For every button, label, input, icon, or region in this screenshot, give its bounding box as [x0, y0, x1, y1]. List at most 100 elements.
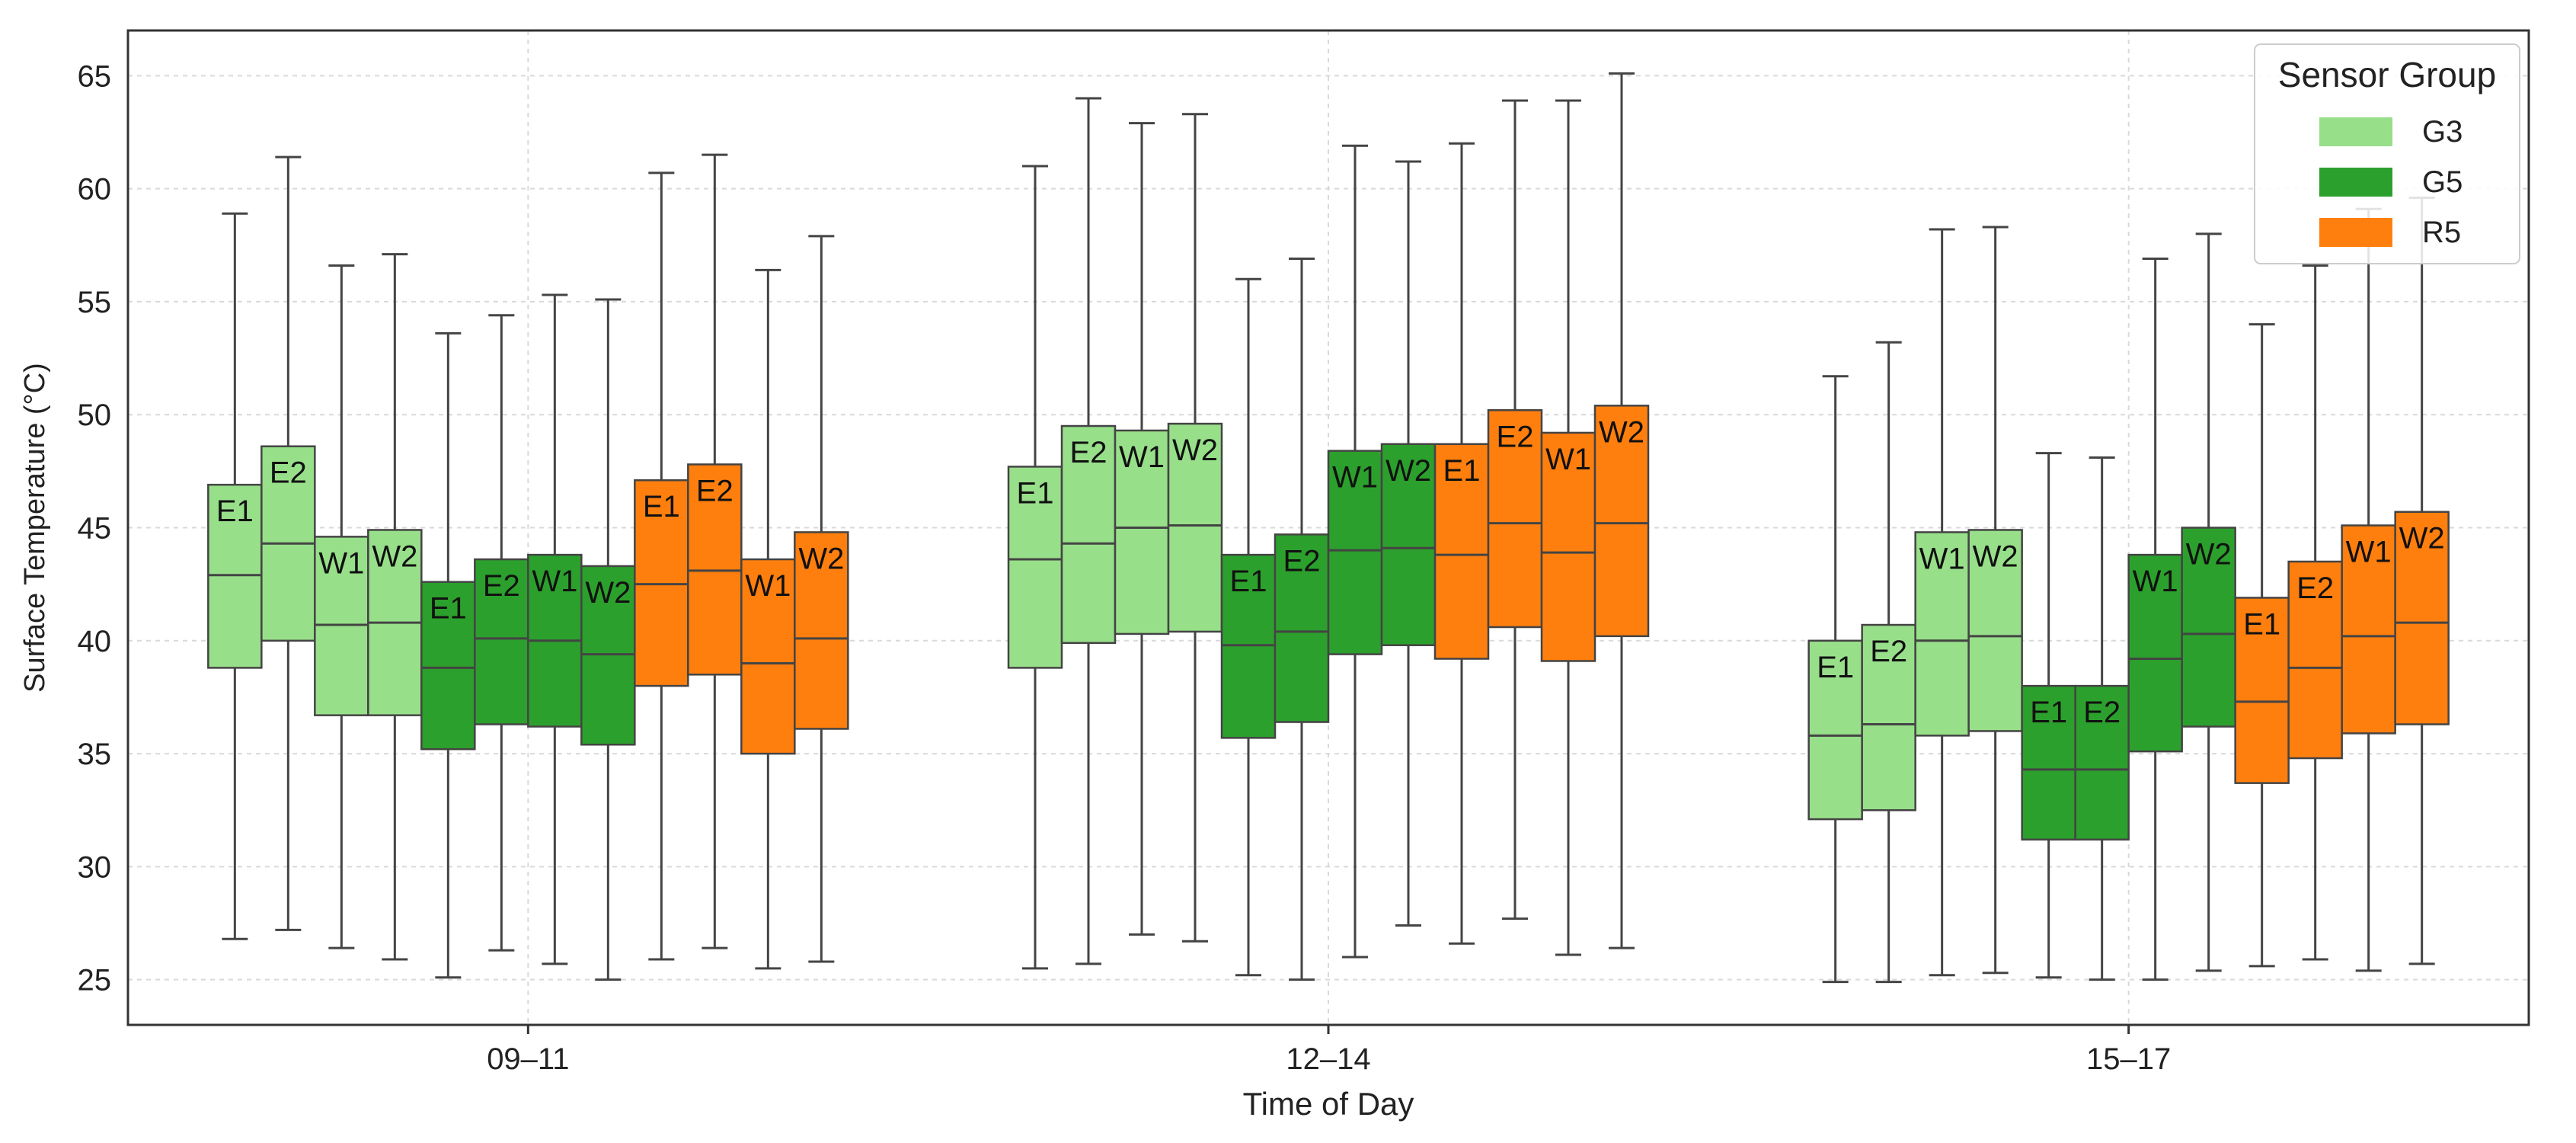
- box-09–11-G3-E2[interactable]: E2: [260, 155, 316, 931]
- legend-label: R5: [2422, 216, 2461, 249]
- box-12–14-R5-W1[interactable]: W1: [1540, 99, 1596, 956]
- legend-item-g5[interactable]: G5: [2319, 165, 2463, 199]
- box-12–14-G3-E2[interactable]: E2: [1060, 97, 1117, 965]
- box-label: E1: [1230, 565, 1267, 598]
- box-09–11-G5-W2[interactable]: W2: [580, 298, 636, 981]
- box-label: W1: [745, 569, 791, 603]
- box-label: E1: [2243, 607, 2280, 641]
- box-09–11-G3-E1[interactable]: E1: [207, 212, 263, 940]
- y-axis-label: Surface Temperature (°C): [19, 363, 51, 693]
- iqr-box: [1274, 533, 1330, 723]
- box-12–14-G5-E1[interactable]: E1: [1220, 277, 1277, 977]
- y-tick-label: 25: [78, 964, 112, 997]
- box-label: E2: [696, 474, 733, 507]
- box-12–14-G5-E2[interactable]: E2: [1274, 258, 1330, 981]
- x-axis-label: Time of Day: [1243, 1086, 1414, 1122]
- iqr-box: [474, 558, 529, 725]
- box-label: W2: [372, 539, 417, 573]
- box-label: W1: [1545, 443, 1591, 476]
- iqr-box: [1914, 531, 1970, 737]
- legend[interactable]: Sensor Group G3 G5 R5: [2254, 43, 2520, 264]
- box-label: E2: [270, 456, 307, 490]
- iqr-box: [740, 558, 796, 755]
- box-15–17-G3-E1[interactable]: E1: [1807, 375, 1863, 984]
- iqr-box: [2181, 527, 2236, 728]
- box-label: W2: [585, 576, 631, 610]
- box-12–14-R5-E1[interactable]: E1: [1433, 142, 1490, 945]
- box-09–11-G3-W2[interactable]: W2: [367, 253, 423, 961]
- box-label: E2: [483, 569, 520, 603]
- box-label: W2: [1385, 454, 1431, 488]
- iqr-box: [2021, 684, 2076, 841]
- box-label: W1: [1919, 542, 1965, 575]
- box-12–14-G3-W1[interactable]: W1: [1114, 122, 1170, 936]
- box-label: W2: [1172, 434, 1218, 467]
- box-label: E2: [1870, 635, 1907, 668]
- box-label: E1: [2030, 696, 2067, 729]
- box-15–17-G3-W1[interactable]: W1: [1914, 228, 1970, 977]
- box-15–17-G3-W2[interactable]: W2: [1967, 226, 2023, 975]
- box-15–17-R5-E1[interactable]: E1: [2234, 323, 2290, 968]
- box-label: E2: [1497, 420, 1534, 453]
- y-tick-label: 60: [78, 173, 112, 207]
- legend-item-r5[interactable]: R5: [2319, 216, 2461, 249]
- y-tick-label: 40: [78, 625, 112, 658]
- box-label: E2: [2083, 696, 2121, 729]
- box-label: W1: [532, 565, 577, 598]
- box-15–17-G3-E2[interactable]: E2: [1861, 341, 1916, 984]
- iqr-box: [2127, 553, 2183, 753]
- box-label: W1: [1332, 461, 1378, 495]
- iqr-box: [1433, 443, 1490, 660]
- box-15–17-R5-W2[interactable]: W2: [2394, 196, 2450, 965]
- box-09–11-R5-E1[interactable]: E1: [634, 171, 689, 961]
- box-label: E1: [643, 490, 680, 523]
- y-tick-label: 65: [78, 59, 112, 93]
- box-label: E1: [1817, 651, 1854, 684]
- box-15–17-R5-W1[interactable]: W1: [2341, 207, 2396, 972]
- legend-label: G5: [2422, 165, 2463, 199]
- box-12–14-R5-W2[interactable]: W2: [1593, 72, 1650, 949]
- box-label: W2: [1599, 415, 1644, 449]
- box-12–14-R5-E2[interactable]: E2: [1487, 99, 1543, 920]
- box-label: W1: [2346, 536, 2392, 569]
- iqr-box: [1167, 422, 1223, 633]
- box-label: E1: [1443, 454, 1481, 488]
- x-tick-label: 09–11: [487, 1042, 569, 1076]
- box-15–17-G5-W2[interactable]: W2: [2181, 232, 2236, 972]
- iqr-box: [1487, 409, 1543, 629]
- box-label: W2: [2186, 538, 2232, 572]
- box-09–11-G3-W1[interactable]: W1: [314, 264, 369, 949]
- box-09–11-R5-W2[interactable]: W2: [794, 235, 849, 963]
- box-12–14-G5-W1[interactable]: W1: [1327, 144, 1383, 959]
- y-tick-label: 35: [78, 738, 112, 771]
- legend-swatch: [2319, 218, 2392, 247]
- y-tick-label: 50: [78, 399, 112, 432]
- box-15–17-G5-E1[interactable]: E1: [2021, 452, 2076, 979]
- box-12–14-G3-E1[interactable]: E1: [1007, 165, 1063, 970]
- legend-title: Sensor Group: [2278, 55, 2496, 94]
- iqr-box: [1060, 424, 1117, 645]
- box-09–11-G5-W1[interactable]: W1: [527, 293, 583, 965]
- box-label: E1: [430, 592, 467, 626]
- box-09–11-R5-E2[interactable]: E2: [687, 153, 743, 949]
- iqr-box: [2341, 524, 2396, 735]
- box-15–17-G5-E2[interactable]: E2: [2074, 456, 2130, 981]
- box-15–17-G5-W1[interactable]: W1: [2127, 258, 2183, 981]
- box-label: W1: [318, 546, 364, 580]
- box-09–11-G5-E2[interactable]: E2: [474, 314, 529, 952]
- axis-layer: 25 30 35 40 45 50 55 60 65 09–11 12–14 15–17: [78, 59, 2172, 1076]
- box-12–14-G3-W2[interactable]: W2: [1167, 113, 1223, 943]
- legend-swatch: [2319, 117, 2392, 146]
- box-09–11-R5-W1[interactable]: W1: [740, 268, 796, 970]
- box-label: E1: [216, 495, 254, 528]
- legend-frame: [2254, 43, 2520, 264]
- iqr-box: [1861, 623, 1916, 812]
- legend-item-g3[interactable]: G3: [2319, 115, 2463, 149]
- iqr-box: [1007, 466, 1063, 669]
- box-label: E2: [1070, 436, 1107, 469]
- box-label: W2: [2399, 522, 2445, 555]
- box-label: W1: [2133, 565, 2178, 598]
- iqr-box: [2074, 684, 2130, 841]
